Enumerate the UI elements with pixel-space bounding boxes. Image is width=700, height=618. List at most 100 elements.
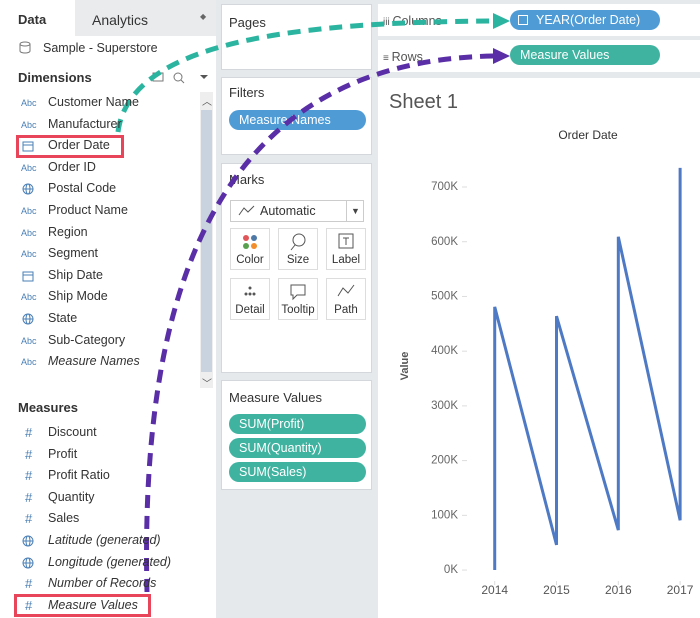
- mark-type-icon: [238, 205, 255, 216]
- datasource-name[interactable]: Sample - Superstore: [43, 41, 158, 55]
- mark-button[interactable]: [326, 278, 366, 320]
- y-tick-label: 200K: [431, 455, 458, 467]
- scroll-thumb[interactable]: [201, 110, 212, 372]
- mark-button-label[interactable]: Detail: [235, 304, 265, 316]
- chart-title: Order Date: [558, 128, 618, 142]
- pill-plus-icon: [518, 15, 528, 25]
- highlight-box: [14, 594, 151, 617]
- dropdown-arrow[interactable]: ▼: [346, 200, 364, 222]
- field-icon: #: [25, 597, 33, 613]
- columns-label: iii Columns: [383, 14, 442, 28]
- x-tick-label: 2015: [543, 583, 570, 597]
- field[interactable]: Manufacturer: [48, 116, 122, 131]
- field[interactable]: Customer Name: [48, 95, 139, 109]
- mark-button[interactable]: [230, 278, 270, 320]
- field-icon: [22, 271, 34, 282]
- y-tick-label: 400K: [431, 345, 458, 357]
- data-line: [493, 167, 682, 571]
- mark-button[interactable]: [230, 228, 270, 270]
- scroll-down[interactable]: ﹀: [202, 379, 212, 390]
- chart: Order Date Value 0K 100K 200K 300K 400K 500K 600…: [399, 128, 694, 597]
- field-icon: #: [25, 511, 33, 527]
- mark-button-label[interactable]: Label: [331, 254, 361, 266]
- mark-button-label[interactable]: Color: [236, 254, 264, 266]
- analytics-tab-label[interactable]: Analytics: [92, 12, 149, 28]
- field[interactable]: Sales: [48, 511, 80, 526]
- y-tick-label: 600K: [431, 236, 458, 248]
- field-icon: #: [25, 425, 33, 440]
- data-pane: [0, 0, 216, 618]
- field-icon: Abc: [21, 227, 37, 238]
- field-icon: Abc: [21, 357, 37, 368]
- field[interactable]: Latitude (generated): [48, 533, 161, 547]
- data-tab[interactable]: Data: [18, 12, 47, 27]
- dimensions-header: Dimensions: [18, 70, 92, 85]
- rows-pill[interactable]: Measure Values: [510, 45, 660, 65]
- field-icon: Abc: [21, 119, 37, 130]
- columns-pill[interactable]: YEAR(Order Date): [510, 10, 660, 30]
- pages-title: Pages: [229, 15, 266, 30]
- field-icon: #: [25, 576, 33, 592]
- field[interactable]: Longitude (generated): [48, 554, 172, 569]
- scroll-up[interactable]: ︿: [202, 97, 212, 108]
- field-icon: [22, 557, 34, 569]
- x-tick-label: 2017: [667, 583, 694, 597]
- rows-text: Rows: [391, 50, 423, 64]
- field[interactable]: Measure Values: [48, 597, 138, 612]
- field[interactable]: Order Date: [48, 138, 110, 153]
- marks-title: Marks: [229, 172, 265, 187]
- field[interactable]: Segment: [48, 246, 99, 261]
- field[interactable]: Measure Names: [48, 354, 140, 369]
- mark-button-icon: [244, 286, 256, 296]
- field[interactable]: Quantity: [48, 489, 95, 504]
- field[interactable]: Postal Code: [48, 181, 117, 196]
- y-axis-label: Value: [399, 352, 411, 381]
- mark-button-icon: [338, 233, 354, 249]
- y-tick-label: 0K: [444, 564, 458, 576]
- field-icon: #: [25, 489, 33, 505]
- field[interactable]: Discount: [48, 425, 97, 439]
- field[interactable]: Sub-Category: [48, 332, 126, 347]
- field-icon: #: [25, 468, 33, 484]
- measure-pill[interactable]: SUM(Quantity): [229, 438, 366, 458]
- field[interactable]: Order ID: [48, 159, 96, 174]
- field[interactable]: Ship Mode: [48, 289, 108, 304]
- rows-label: ≡ Rows: [383, 50, 423, 64]
- field[interactable]: Profit Ratio: [48, 468, 110, 483]
- field-icon: [22, 183, 34, 195]
- field-icon: [22, 141, 34, 152]
- highlight-box: [16, 135, 124, 158]
- mark-button-icon: [290, 284, 306, 301]
- filters-title: Filters: [229, 85, 265, 100]
- field-icon: Abc: [21, 249, 37, 260]
- mark-button-label[interactable]: Size: [286, 254, 310, 266]
- y-tick-label: 100K: [431, 509, 458, 521]
- mark-type[interactable]: Automatic: [260, 204, 316, 218]
- field-icon: Abc: [21, 98, 37, 108]
- filter-pill[interactable]: Measure Names: [229, 110, 366, 130]
- measure-pill[interactable]: SUM(Sales): [229, 462, 366, 482]
- y-tick-label: 500K: [431, 290, 458, 302]
- field[interactable]: Region: [48, 224, 88, 239]
- x-tick-label: 2014: [481, 583, 508, 597]
- datasource-icon: [19, 41, 31, 54]
- field[interactable]: Product Name: [48, 203, 128, 217]
- field-icon: Abc: [21, 292, 37, 303]
- tab-arrow: ◆: [200, 12, 207, 21]
- field[interactable]: Ship Date: [48, 267, 103, 282]
- mark-button-label[interactable]: Path: [334, 304, 358, 316]
- mark-button-label[interactable]: Tooltip: [281, 304, 315, 316]
- columns-text: Columns: [392, 14, 442, 28]
- y-tick-label: 300K: [431, 400, 458, 412]
- field[interactable]: Number of Records: [48, 576, 157, 591]
- field[interactable]: State: [48, 311, 78, 325]
- mark-button[interactable]: [326, 228, 366, 270]
- mark-button[interactable]: [278, 228, 318, 270]
- field[interactable]: Profit: [48, 446, 78, 461]
- mark-button-icon: [337, 284, 355, 297]
- measure-values-title: Measure Values: [229, 390, 322, 405]
- mark-button-icon: [290, 233, 306, 251]
- field-icon: Abc: [21, 162, 37, 173]
- measure-pill[interactable]: SUM(Profit): [229, 414, 366, 434]
